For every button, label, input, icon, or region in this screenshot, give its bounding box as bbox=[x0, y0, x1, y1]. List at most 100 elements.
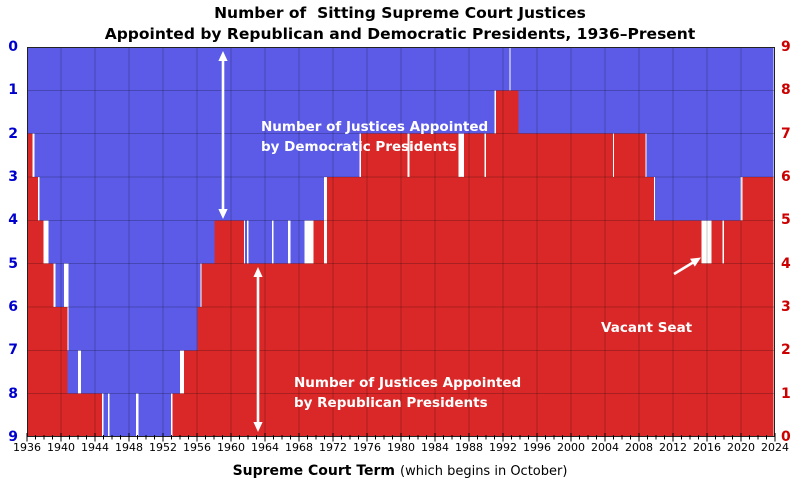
rep-area-segment bbox=[201, 263, 215, 437]
rep-area-segment bbox=[653, 220, 656, 437]
dem-area-segment bbox=[137, 47, 172, 437]
dem-area-segment bbox=[184, 47, 198, 351]
rep-area-segment bbox=[486, 133, 496, 437]
dem-area-segment bbox=[109, 47, 137, 437]
chart-title-line1: Number of Sitting Supreme Court Justices bbox=[214, 4, 586, 22]
left-axis-tick-1: 1 bbox=[8, 82, 18, 99]
rep-area-segment bbox=[184, 350, 198, 437]
rep-area-segment bbox=[38, 220, 45, 437]
vacant-seat-gap bbox=[37, 177, 40, 221]
x-axis-tick-1992: 1992 bbox=[489, 441, 517, 454]
vacant-seat-gap bbox=[53, 263, 56, 307]
dem-area-segment bbox=[646, 47, 655, 177]
rep-area-segment bbox=[244, 263, 248, 437]
dem-area-segment bbox=[78, 47, 82, 351]
dem-area-segment bbox=[486, 47, 496, 134]
rep-area-segment bbox=[55, 307, 65, 437]
rep-area-segment bbox=[407, 177, 411, 437]
rep-area-segment bbox=[200, 307, 202, 437]
dem-area-segment bbox=[180, 47, 185, 351]
dem-area-segment bbox=[724, 47, 742, 221]
x-axis-title-bold: Supreme Court Term bbox=[232, 463, 395, 479]
left-axis-tick-8: 8 bbox=[8, 385, 18, 402]
vacant-seat-gap bbox=[458, 133, 464, 177]
x-axis-tick-1972: 1972 bbox=[319, 441, 347, 454]
rep-area-segment bbox=[510, 90, 520, 438]
vacant-seat-gap bbox=[200, 263, 202, 307]
dem-area-segment bbox=[711, 47, 724, 221]
vacant-seat-gap bbox=[43, 220, 47, 264]
chart-title-line2: Appointed by Republican and Democratic P… bbox=[104, 25, 696, 43]
rep-area-segment bbox=[740, 220, 744, 437]
rep-area-segment bbox=[701, 263, 713, 437]
x-axis-title: Supreme Court Term (which begins in Octob… bbox=[0, 460, 800, 479]
x-axis-tick-1948: 1948 bbox=[115, 441, 143, 454]
x-axis-tick-2000: 2000 bbox=[557, 441, 585, 454]
dem-area-segment bbox=[654, 47, 703, 221]
dem-area-segment bbox=[32, 47, 36, 134]
dem-area-segment bbox=[27, 47, 34, 134]
x-axis-tick-1960: 1960 bbox=[217, 441, 245, 454]
rep-area-segment bbox=[27, 133, 34, 437]
vacant-seat-gap bbox=[108, 393, 110, 437]
rep-area-segment bbox=[171, 393, 181, 437]
vacant-seat-gap bbox=[67, 263, 69, 351]
vacant-seat-gap bbox=[701, 220, 712, 264]
rep-area-segment bbox=[48, 263, 55, 437]
rep-area-segment bbox=[78, 393, 82, 437]
left-axis-tick-2: 2 bbox=[8, 125, 18, 142]
vacant-seat-gap bbox=[243, 220, 246, 264]
rep-area-segment bbox=[273, 263, 289, 437]
x-axis-tick-2008: 2008 bbox=[625, 441, 653, 454]
right-axis-tick-0: 0 bbox=[781, 429, 791, 445]
vacant-seat-gap bbox=[47, 220, 49, 264]
arrow-shaft bbox=[673, 261, 694, 276]
dem-area-segment bbox=[108, 47, 111, 394]
dem-area-segment bbox=[244, 47, 248, 264]
x-axis-tick-1996: 1996 bbox=[523, 441, 551, 454]
rep-area-segment bbox=[359, 177, 361, 437]
rep-area-segment bbox=[248, 263, 273, 437]
vacant-seat-gap bbox=[247, 220, 249, 264]
vacant-seat-gap bbox=[271, 220, 274, 264]
rep-area-segment bbox=[271, 263, 275, 437]
dem-area-segment bbox=[326, 47, 361, 177]
rep-area-segment bbox=[724, 220, 742, 437]
arrowhead bbox=[253, 267, 263, 277]
vacant-seat-gap bbox=[612, 133, 615, 177]
vacant-seat-gap bbox=[304, 220, 314, 264]
dem-area-segment bbox=[701, 47, 713, 221]
dem-area-segment bbox=[200, 47, 202, 264]
left-axis-tick-9: 9 bbox=[8, 429, 18, 445]
rep-area-segment bbox=[458, 177, 465, 437]
right-axis-tick-1: 1 bbox=[781, 385, 791, 402]
dem-area-segment bbox=[324, 47, 328, 177]
dem-area-segment bbox=[63, 47, 68, 264]
dem-area-segment bbox=[463, 47, 485, 134]
dem-area-segment bbox=[359, 47, 361, 134]
rep-area-segment bbox=[711, 220, 724, 437]
vacant-seat-gap bbox=[324, 177, 327, 264]
x-axis-tick-1968: 1968 bbox=[285, 441, 313, 454]
dem-area-segment bbox=[484, 47, 487, 134]
rep-area-segment bbox=[409, 133, 459, 437]
dem-area-segment bbox=[510, 47, 520, 91]
rep-area-segment bbox=[509, 90, 511, 438]
dem-area-segment bbox=[38, 47, 45, 221]
vacant-seat-gap bbox=[135, 393, 138, 437]
arrowhead bbox=[690, 257, 701, 267]
x-axis-title-note: (which begins in October) bbox=[400, 464, 568, 479]
x-axis-tick-1980: 1980 bbox=[387, 441, 415, 454]
dem-area-segment bbox=[407, 47, 411, 134]
dem-area-segment bbox=[47, 47, 50, 221]
rep-area-segment bbox=[654, 220, 703, 437]
left-axis-tick-4: 4 bbox=[8, 212, 18, 229]
rep-area-segment bbox=[290, 263, 305, 437]
dem-area-segment bbox=[248, 47, 273, 264]
dem-area-segment bbox=[271, 47, 275, 221]
dem-area-segment bbox=[518, 47, 614, 134]
x-axis-tick-1984: 1984 bbox=[421, 441, 449, 454]
dem-area-segment bbox=[409, 47, 459, 134]
rep-area-segment bbox=[495, 90, 510, 438]
